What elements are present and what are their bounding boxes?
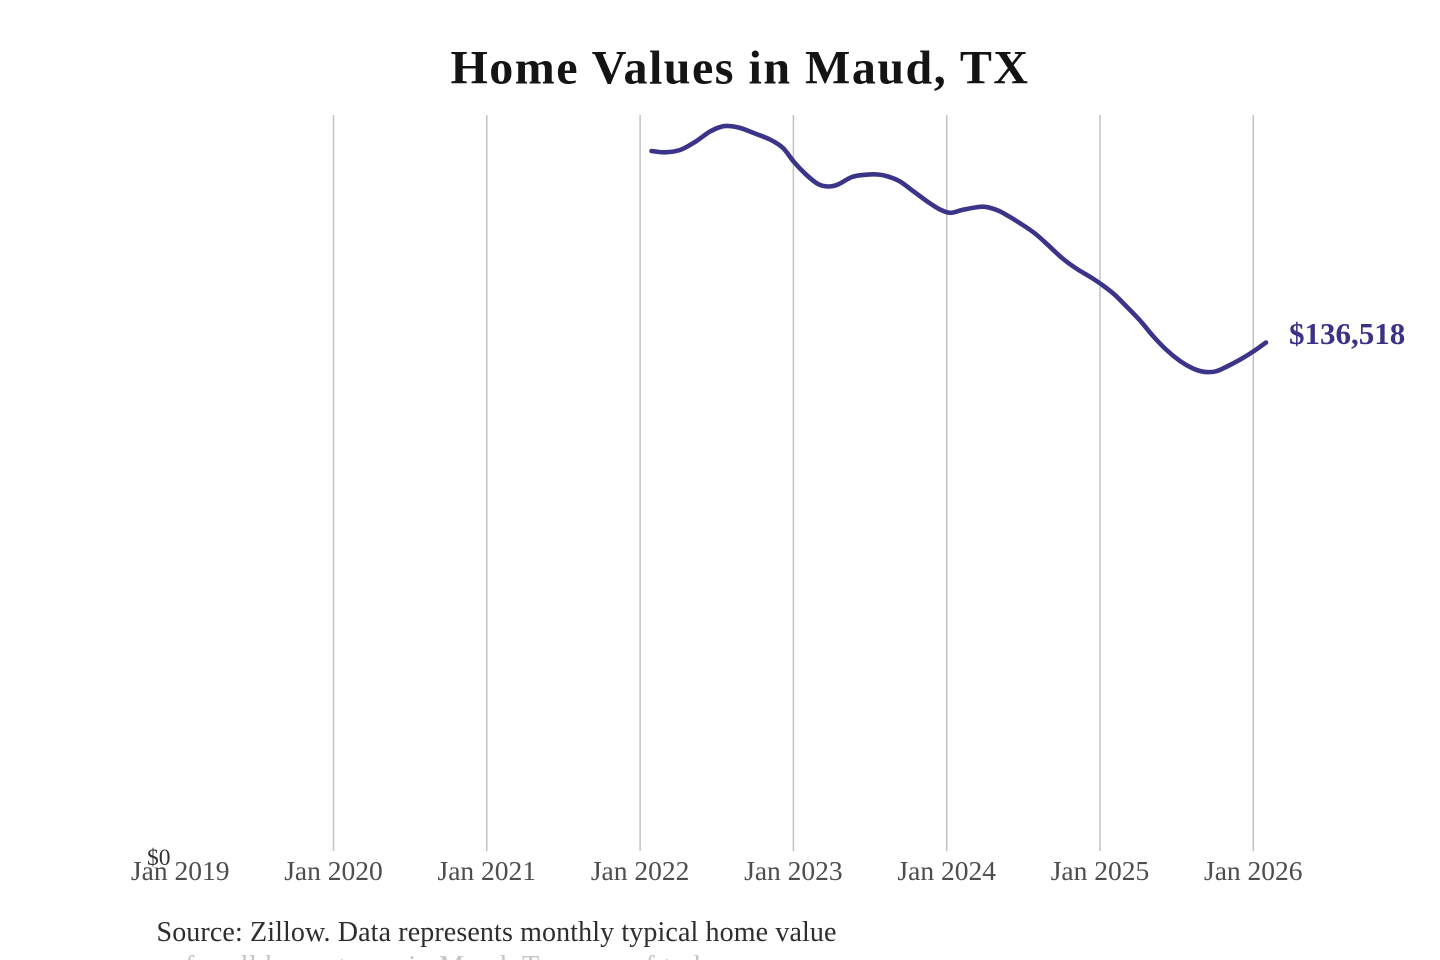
svg-text:Jan 2019: Jan 2019	[131, 855, 230, 886]
svg-text:for all home types in Maud, Te: for all home types in Maud, Texas as of …	[185, 951, 729, 960]
svg-text:Jan 2023: Jan 2023	[744, 855, 843, 886]
svg-text:Jan 2022: Jan 2022	[591, 855, 690, 886]
svg-text:Jan 2020: Jan 2020	[284, 855, 383, 886]
svg-text:Jan 2025: Jan 2025	[1051, 855, 1150, 886]
svg-text:Jan 2024: Jan 2024	[897, 855, 996, 886]
svg-text:$136,518: $136,518	[1289, 316, 1405, 351]
svg-text:Source: Zillow. Data represent: Source: Zillow. Data represents monthly …	[157, 917, 837, 948]
svg-text:Jan 2021: Jan 2021	[438, 855, 537, 886]
svg-text:$0: $0	[147, 845, 171, 871]
svg-text:Jan 2026: Jan 2026	[1204, 855, 1303, 886]
svg-text:Home Values in Maud, TX: Home Values in Maud, TX	[450, 41, 1029, 94]
